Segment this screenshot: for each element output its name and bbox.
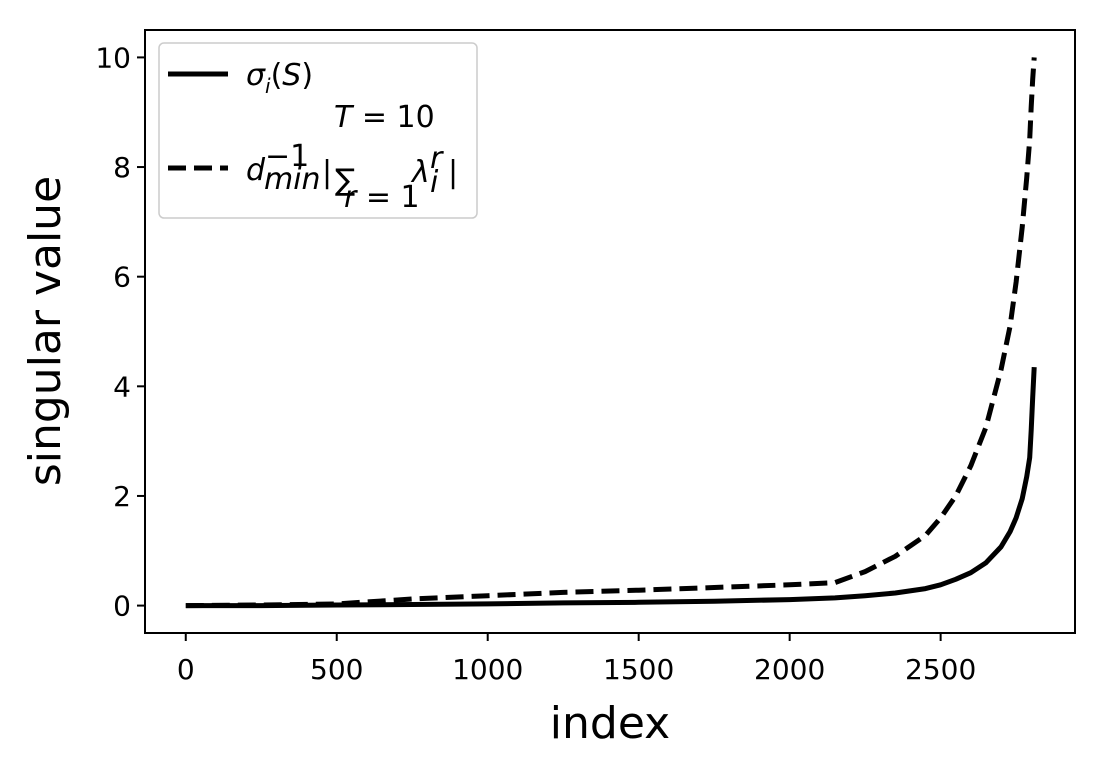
svg-text:|: | [448, 155, 458, 190]
svg-text:λ: λ [410, 155, 430, 190]
svg-text:∑: ∑ [335, 163, 355, 198]
y-tick-label: 8 [113, 151, 131, 184]
series-line-sum [185, 57, 1037, 609]
legend-box [158, 42, 478, 219]
y-axis-label: singular value [20, 176, 71, 486]
x-tick-label: 2500 [905, 653, 976, 686]
series-line-sigma [185, 366, 1037, 609]
y-tick-label: 2 [113, 480, 131, 513]
y-tick-label: 0 [113, 590, 131, 623]
svg-text:min: min [264, 162, 321, 197]
series-layer [185, 57, 1037, 609]
x-tick-label: 500 [310, 653, 363, 686]
svg-text:|: | [322, 155, 332, 190]
y-tick-label: 10 [95, 41, 131, 74]
svg-text:T = 10: T = 10 [334, 100, 435, 135]
svg-text:r = 1: r = 1 [344, 180, 420, 215]
svg-text:i: i [430, 165, 439, 200]
plot-frame [144, 29, 1076, 634]
y-tick-label: 4 [113, 370, 131, 403]
x-axis-label: index [550, 698, 670, 749]
svg-text:d: d [246, 153, 266, 188]
x-ticks: 0 500 1000 1500 2000 2500 [177, 633, 976, 686]
svg-text:−1: −1 [265, 139, 309, 174]
y-tick-label: 6 [113, 261, 131, 294]
svg-text:r: r [430, 141, 444, 176]
legend-sigma-label: σi(S) [246, 58, 313, 98]
legend-sum-label: d −1 min | ∑ T = 10 r = 1 λ r i | [246, 100, 458, 215]
x-tick-label: 2000 [754, 653, 825, 686]
x-tick-label: 1000 [452, 653, 523, 686]
x-tick-label: 0 [177, 653, 195, 686]
x-tick-label: 1500 [603, 653, 674, 686]
legend: σi(S) d −1 min | ∑ T = 10 r = 1 λ r i | [158, 42, 478, 219]
y-ticks: 0 2 4 6 8 10 [95, 41, 145, 623]
